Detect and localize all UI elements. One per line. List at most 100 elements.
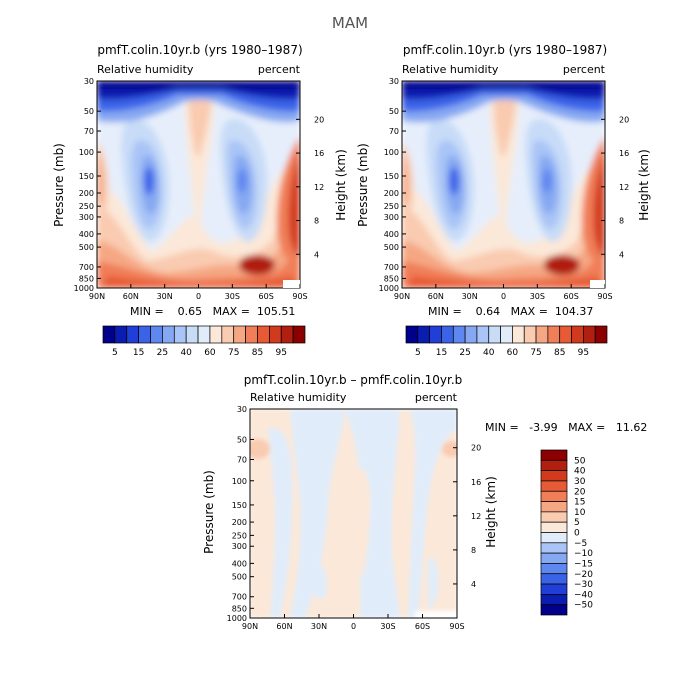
panel-1-height-axis: 20 16 12 8 4 <box>296 115 324 259</box>
pressure-tick-label: 30 <box>237 405 247 414</box>
colorbar-label: 15 <box>133 348 144 358</box>
colorbar-label: 75 <box>228 348 239 358</box>
pressure-tick-label: 200 <box>79 189 94 198</box>
colorbar-swatch <box>571 325 584 344</box>
pressure-tick-label: 850 <box>232 604 247 613</box>
latitude-tick-label: 60S <box>564 292 579 301</box>
colorbar-swatch <box>540 470 568 482</box>
pressure-tick-label: 500 <box>232 573 247 582</box>
panel-2-missing-data <box>590 280 605 288</box>
latitude-tick-label: 90S <box>597 292 612 301</box>
latitude-tick-label: 90N <box>89 292 105 301</box>
colorbar-swatch <box>540 563 568 575</box>
pressure-tick-label: 250 <box>232 531 247 540</box>
pressure-tick-label: 70 <box>237 456 247 465</box>
pressure-tick-label: 400 <box>384 230 399 239</box>
panel-1-field <box>97 81 300 288</box>
colorbar-swatch <box>540 490 568 502</box>
colorbar-swatch <box>441 325 454 344</box>
height-tick-label: 12 <box>471 512 481 521</box>
colorbar-swatch <box>540 583 568 595</box>
pressure-tick-label: 200 <box>384 189 399 198</box>
colorbar-swatch <box>185 325 199 344</box>
pressure-tick-label: 300 <box>384 213 399 222</box>
panel-1-y2label: Height (km) <box>334 149 348 220</box>
panel-1-ylabel: Pressure (mb) <box>52 143 66 227</box>
colorbar-label: −10 <box>574 549 593 559</box>
latitude-tick-label: 60N <box>428 292 444 301</box>
colorbar-swatch <box>162 325 175 344</box>
pressure-tick-label: 150 <box>384 172 399 181</box>
panel-2-ylabel: Pressure (mb) <box>356 143 370 227</box>
colorbar-swatch <box>540 552 568 564</box>
colorbar-label: 10 <box>574 508 586 518</box>
panel-3-title: pmfT.colin.10yr.b – pmfF.colin.10yr.b <box>244 373 463 387</box>
colorbar-swatch <box>150 325 163 344</box>
colorbar-swatch <box>540 511 568 523</box>
figure-title: MAM <box>332 14 368 32</box>
latitude-tick-label: 30S <box>225 292 240 301</box>
panel-3-field <box>250 409 457 618</box>
latitude-tick-label: 90S <box>449 622 464 631</box>
colorbar-swatch <box>280 325 294 344</box>
panel-3-ylabel: Pressure (mb) <box>202 470 216 554</box>
colorbar-label: 85 <box>252 348 263 358</box>
panel-1-latitude-axis: 90N 60N 30N 0 30S 60S 90S <box>89 284 308 301</box>
latitude-tick-label: 30S <box>530 292 545 301</box>
pressure-tick-label: 200 <box>232 518 247 527</box>
panel-2-left-label: Relative humidity <box>402 63 499 76</box>
pressure-tick-label: 400 <box>232 559 247 568</box>
colorbar-label: 60 <box>507 348 519 358</box>
pressure-tick-label: 30 <box>84 77 94 86</box>
pressure-tick-label: 50 <box>84 107 94 116</box>
colorbar-swatch <box>583 325 596 344</box>
colorbar-swatch <box>405 325 419 344</box>
panel-3-latitude-axis: 90N 60N 30N 0 30S 60S 90S <box>242 614 465 631</box>
pressure-tick-label: 30 <box>389 77 399 86</box>
panel-2-y2label: Height (km) <box>637 149 651 220</box>
colorbar-label: 20 <box>574 487 586 497</box>
pressure-tick-label: 70 <box>389 127 399 136</box>
pressure-tick-label: 1000 <box>227 614 247 623</box>
height-tick-label: 20 <box>314 115 324 124</box>
colorbar-label: 95 <box>276 348 287 358</box>
panel-2-field <box>402 81 605 288</box>
panel-2: pmfF.colin.10yr.b (yrs 1980–1987) Relati… <box>356 43 651 358</box>
colorbar-label: −50 <box>574 601 593 611</box>
colorbar-swatch <box>540 594 568 606</box>
pressure-tick-label: 150 <box>79 172 94 181</box>
panel-1-title: pmfT.colin.10yr.b (yrs 1980–1987) <box>97 43 302 57</box>
colorbar-label: 95 <box>578 348 589 358</box>
colorbar-swatch <box>138 325 151 344</box>
colorbar-swatch <box>559 325 572 344</box>
panel-3-left-label: Relative humidity <box>250 391 347 404</box>
pressure-tick-label: 1000 <box>74 284 94 293</box>
colorbar-label: 30 <box>574 477 586 487</box>
pressure-tick-label: 1000 <box>379 284 399 293</box>
panel-2-colorbar: 5 15 25 40 60 75 85 95 <box>405 325 608 358</box>
pressure-tick-label: 700 <box>384 263 399 272</box>
latitude-tick-label: 60N <box>276 622 292 631</box>
pressure-tick-label: 700 <box>232 593 247 602</box>
colorbar-swatch <box>269 325 282 344</box>
colorbar-label: 40 <box>483 348 495 358</box>
colorbar-swatch <box>540 532 568 544</box>
pressure-tick-label: 50 <box>389 107 399 116</box>
colorbar-label: 5 <box>415 348 421 358</box>
colorbar-label: −5 <box>574 539 587 549</box>
height-tick-label: 16 <box>314 149 324 158</box>
colorbar-swatch <box>257 325 270 344</box>
panel-3-right-label: percent <box>415 391 458 404</box>
colorbar-swatch <box>464 325 478 344</box>
pressure-tick-label: 50 <box>237 435 247 444</box>
colorbar-label: 25 <box>157 348 168 358</box>
panel-3-height-axis: 20 16 12 8 4 <box>453 444 481 589</box>
height-tick-label: 8 <box>314 217 319 226</box>
colorbar-label: 50 <box>574 456 586 466</box>
colorbar-swatch <box>535 325 549 344</box>
colorbar-label: 85 <box>554 348 565 358</box>
colorbar-swatch <box>173 325 187 344</box>
colorbar-label: 75 <box>530 348 541 358</box>
pressure-tick-label: 100 <box>79 148 94 157</box>
